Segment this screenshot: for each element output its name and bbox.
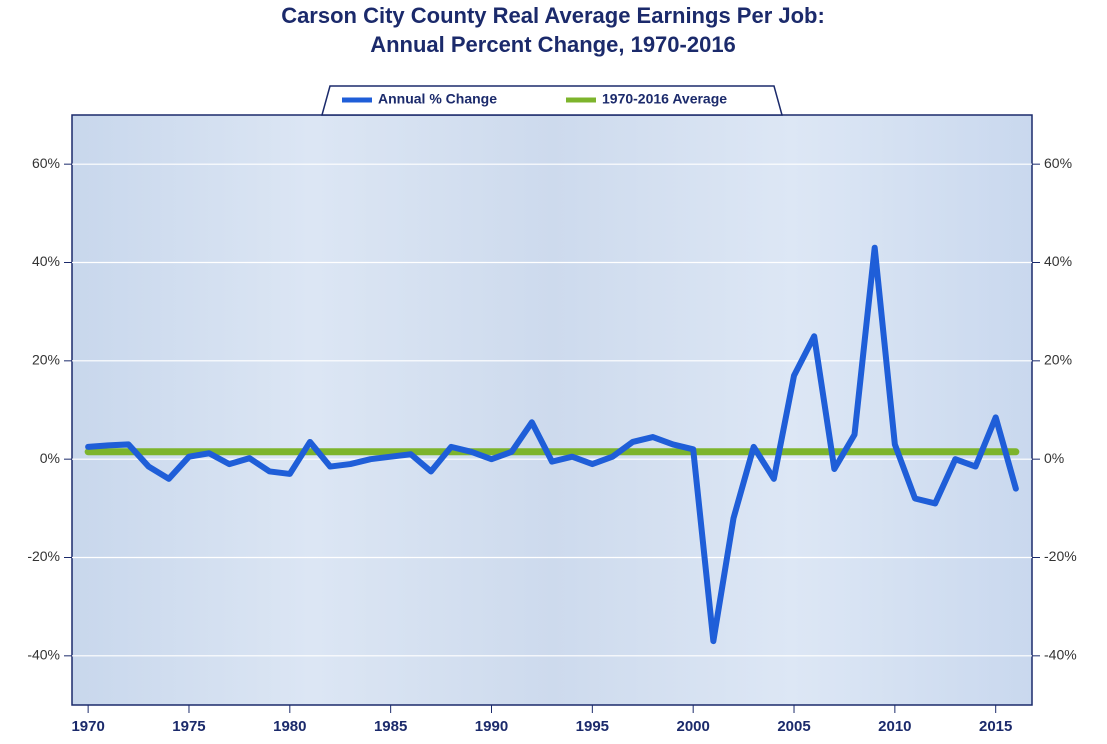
chart-title: Annual Percent Change, 1970-2016	[370, 32, 736, 57]
y-tick-label: 0%	[40, 450, 60, 466]
x-tick-label: 1985	[374, 718, 407, 735]
y-tick-label: -20%	[27, 548, 60, 564]
x-tick-label: 2005	[777, 718, 810, 735]
y2-tick-label: 60%	[1044, 155, 1072, 171]
y-tick-label: 60%	[32, 155, 60, 171]
plot-area	[71, 114, 1033, 706]
x-tick-label: 1995	[576, 718, 609, 735]
legend-box	[321, 85, 783, 116]
y2-tick-label: -20%	[1044, 548, 1077, 564]
legend-label: 1970-2016 Average	[602, 91, 727, 107]
x-tick-label: 1970	[71, 718, 104, 735]
y-tick-label: 20%	[32, 352, 60, 368]
y2-tick-label: 0%	[1044, 450, 1064, 466]
x-tick-label: 1975	[172, 718, 205, 735]
x-tick-label: 2010	[878, 718, 911, 735]
x-tick-label: 1990	[475, 718, 508, 735]
legend-label: Annual % Change	[378, 91, 497, 107]
y2-tick-label: 20%	[1044, 352, 1072, 368]
y2-tick-label: -40%	[1044, 647, 1077, 663]
x-tick-label: 2000	[676, 718, 709, 735]
y-tick-label: -40%	[27, 647, 60, 663]
x-tick-label: 1980	[273, 718, 306, 735]
chart-title: Carson City County Real Average Earnings…	[281, 3, 825, 28]
y2-tick-label: 40%	[1044, 253, 1072, 269]
x-tick-label: 2015	[979, 718, 1012, 735]
y-tick-label: 40%	[32, 253, 60, 269]
series-line	[85, 244, 1019, 645]
